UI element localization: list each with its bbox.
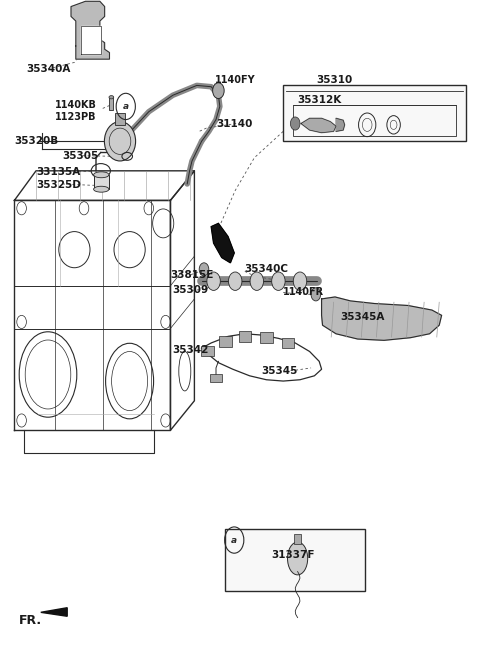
Text: 35305: 35305 [62, 150, 99, 161]
Text: 31140: 31140 [216, 118, 252, 129]
Bar [260, 332, 273, 343]
Bar [94, 175, 109, 189]
Bar [201, 346, 214, 356]
Text: 35320B: 35320B [14, 136, 59, 147]
Text: 35340A: 35340A [26, 64, 71, 74]
Bar [210, 374, 222, 382]
Text: 35340C: 35340C [245, 264, 289, 275]
Circle shape [207, 272, 220, 290]
Bar [225, 529, 365, 591]
Text: 1123PB: 1123PB [55, 112, 96, 122]
Polygon shape [301, 118, 336, 133]
Text: 35310: 35310 [317, 75, 353, 85]
Ellipse shape [109, 95, 114, 99]
Polygon shape [71, 1, 109, 59]
Text: 35342: 35342 [173, 344, 209, 355]
Bar [219, 336, 232, 347]
Bar [115, 113, 125, 125]
Bar [239, 331, 251, 342]
Ellipse shape [94, 187, 109, 193]
Bar [294, 534, 301, 544]
Text: a: a [231, 535, 237, 545]
Text: a: a [123, 102, 129, 111]
Polygon shape [41, 608, 67, 616]
Text: 1140KB: 1140KB [55, 100, 97, 110]
Text: 35325D: 35325D [36, 180, 81, 191]
Text: 31337F: 31337F [271, 550, 315, 560]
Text: 1140FY: 1140FY [215, 75, 256, 85]
Circle shape [290, 117, 300, 130]
Circle shape [293, 272, 307, 290]
Text: 1140FR: 1140FR [283, 287, 324, 298]
Bar [293, 105, 456, 136]
Circle shape [250, 272, 264, 290]
Circle shape [272, 272, 285, 290]
Polygon shape [322, 297, 442, 340]
Text: FR.: FR. [19, 614, 42, 627]
Bar [282, 338, 294, 348]
Text: 35309: 35309 [173, 285, 209, 296]
Ellipse shape [94, 172, 109, 178]
Polygon shape [336, 118, 345, 131]
Ellipse shape [288, 542, 308, 575]
Text: 33815E: 33815E [170, 269, 214, 280]
Circle shape [213, 83, 224, 99]
Text: 35345: 35345 [262, 366, 298, 376]
Polygon shape [81, 26, 101, 54]
Circle shape [228, 272, 242, 290]
Text: 33135A: 33135A [36, 167, 80, 177]
Ellipse shape [105, 122, 135, 161]
Text: 35345A: 35345A [341, 311, 385, 322]
Bar [283, 85, 466, 141]
Polygon shape [211, 223, 234, 263]
Circle shape [311, 288, 321, 301]
Text: 35312K: 35312K [298, 95, 342, 105]
Circle shape [199, 263, 209, 276]
Bar [109, 97, 113, 110]
